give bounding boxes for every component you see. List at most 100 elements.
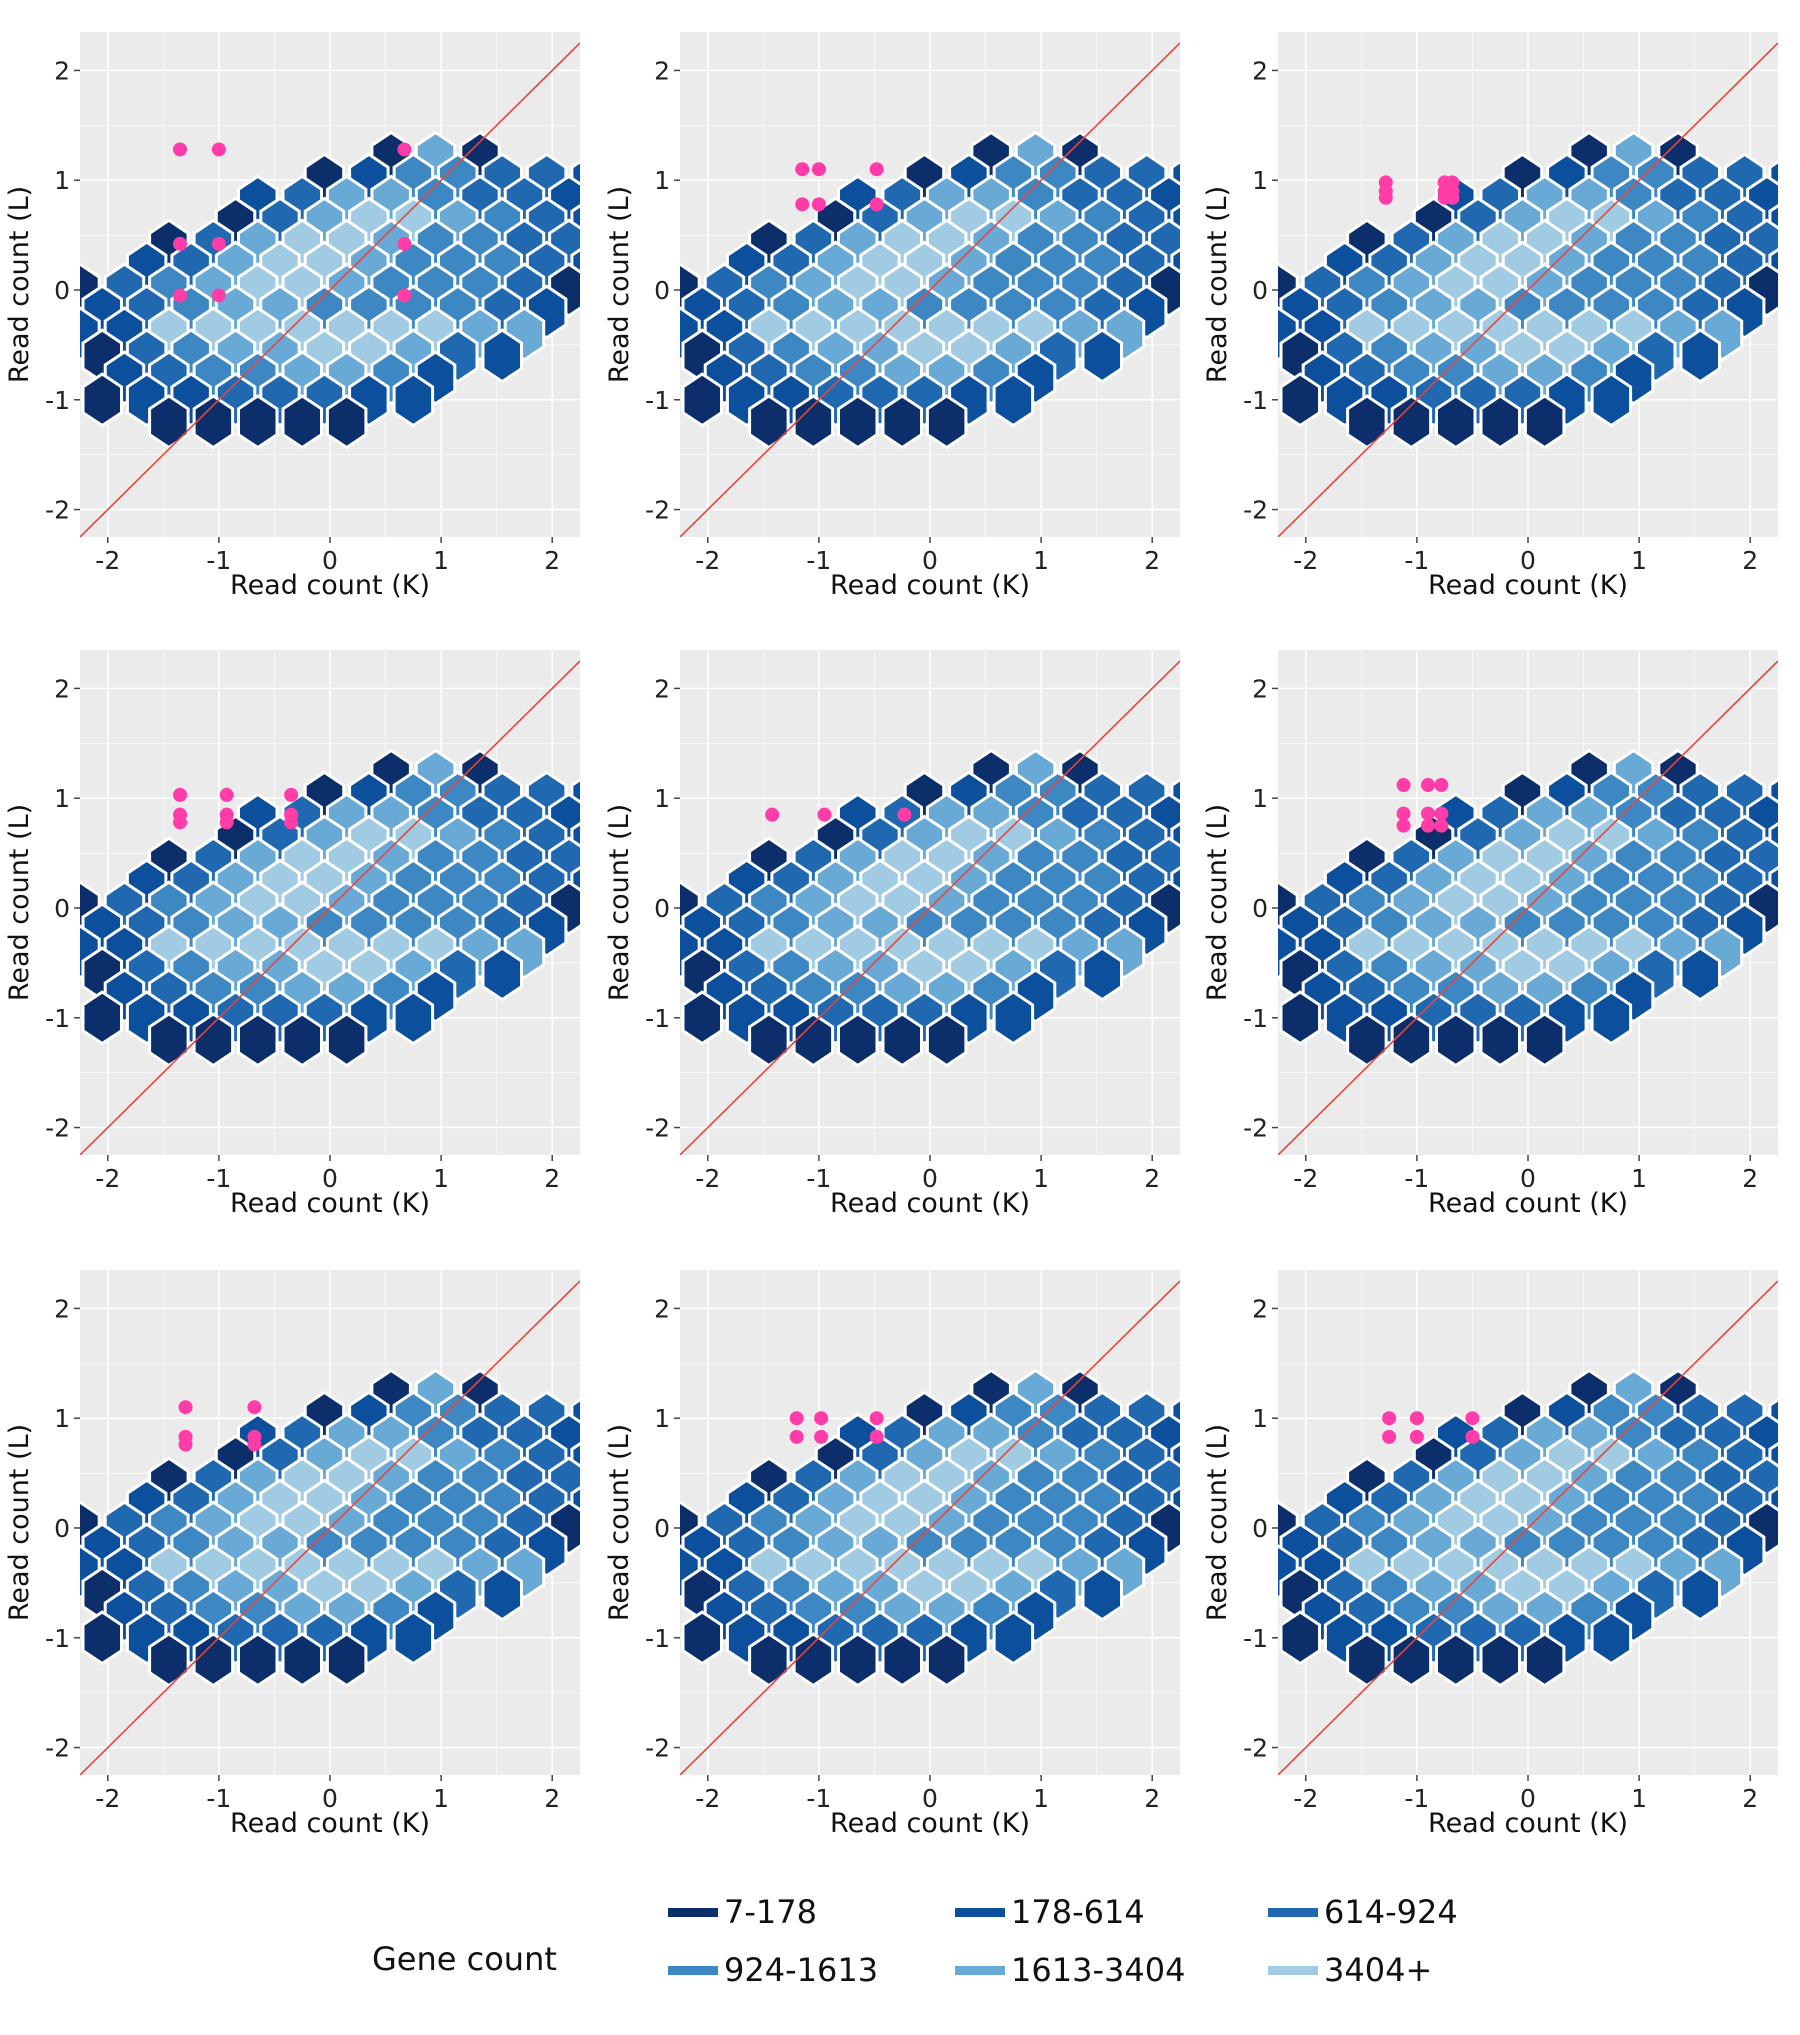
legend-item: 3404+ xyxy=(1268,1950,1432,1990)
legend-item: 7-178 xyxy=(668,1892,817,1932)
data-point xyxy=(765,807,780,822)
data-point xyxy=(178,1400,193,1415)
data-point xyxy=(1409,1429,1424,1444)
hexbin-cell xyxy=(325,1632,368,1688)
y-tick-label: 0 xyxy=(1252,276,1268,305)
data-point xyxy=(173,288,187,303)
panel: -2 -1 0 1 2 -2 -1 0 1 2 Read count (K) Read count (… xyxy=(1202,1270,1800,1839)
hexbin-cell xyxy=(681,990,723,1046)
x-axis-label: Read count (K) xyxy=(830,570,1030,601)
y-tick-label: -1 xyxy=(45,1004,70,1033)
x-tick-label: -2 xyxy=(95,546,120,575)
x-tick-label: 2 xyxy=(1742,1784,1758,1813)
x-axis-label: Read count (K) xyxy=(1428,1188,1628,1219)
y-tick-label: 1 xyxy=(54,1404,70,1433)
hexbin-cell xyxy=(1479,1012,1521,1068)
legend-swatch xyxy=(668,1907,718,1917)
y-tick-label: 2 xyxy=(654,1294,670,1323)
y-tick-label: 0 xyxy=(1252,894,1268,923)
x-tick-label: 1 xyxy=(1033,1784,1049,1813)
data-point xyxy=(173,142,187,157)
y-axis-label: Read count (L) xyxy=(1202,1424,1233,1621)
hexbin-cell xyxy=(1792,220,1800,271)
data-point xyxy=(211,142,226,157)
highlight-points xyxy=(173,142,412,303)
x-tick-label: 0 xyxy=(922,546,938,575)
hexbin-cell xyxy=(281,1632,323,1688)
data-point xyxy=(869,197,884,212)
hexbin-cell xyxy=(748,394,790,450)
x-tick-label: 0 xyxy=(1520,1784,1536,1813)
hexbin-cell xyxy=(392,372,435,428)
hexbin-cell xyxy=(392,1610,435,1666)
legend-item: 1613-3404 xyxy=(955,1950,1185,1990)
x-tick-label: 2 xyxy=(1742,1164,1758,1193)
hexbin-cell xyxy=(1081,946,1123,1002)
y-tick-label: -2 xyxy=(45,496,70,525)
legend-label: 614-924 xyxy=(1324,1893,1458,1931)
y-tick-label: -2 xyxy=(1243,1734,1268,1763)
x-tick-label: -1 xyxy=(806,1784,831,1813)
hexbin-cell xyxy=(992,990,1035,1046)
hexbin-cell xyxy=(1792,1458,1800,1510)
x-tick-label: -1 xyxy=(206,546,231,575)
x-tick-label: 2 xyxy=(544,1164,560,1193)
hexagons xyxy=(1278,748,1778,1068)
y-tick-label: 0 xyxy=(54,894,70,923)
x-tick-label: -1 xyxy=(806,546,831,575)
hexbin-cell xyxy=(325,1012,368,1068)
x-tick-label: 0 xyxy=(1520,546,1536,575)
hexbin-cell xyxy=(1390,394,1433,450)
x-tick-label: -2 xyxy=(695,1784,720,1813)
hexbin-cell xyxy=(325,394,368,450)
data-point xyxy=(397,142,412,157)
hexbin-cell xyxy=(81,1610,123,1666)
hexbin-panels-svg: -2 -1 0 1 2 -2 -1 0 1 2 Read count (K) Read count (… xyxy=(4,32,1800,1839)
hexbin-cell xyxy=(237,1632,279,1688)
x-tick-label: 0 xyxy=(922,1784,938,1813)
panel: -2 -1 0 1 2 -2 -1 0 1 2 Read count (K) Read count (… xyxy=(604,32,1180,601)
data-point xyxy=(219,815,234,830)
y-tick-label: -2 xyxy=(645,496,670,525)
data-point xyxy=(789,1411,804,1426)
data-point xyxy=(173,236,187,251)
hexagons xyxy=(80,1368,580,1688)
data-point xyxy=(1434,818,1449,833)
data-point xyxy=(219,787,234,802)
x-tick-label: 0 xyxy=(922,1164,938,1193)
y-tick-label: 2 xyxy=(1252,674,1268,703)
x-tick-label: -2 xyxy=(1293,1164,1318,1193)
x-tick-label: 1 xyxy=(1033,1164,1049,1193)
hexbin-cell xyxy=(1523,1632,1566,1688)
panel: -2 -1 0 1 2 -2 -1 0 1 2 Read count (K) Read count (… xyxy=(1202,32,1800,601)
reference-line xyxy=(1278,660,1778,1155)
y-tick-label: 0 xyxy=(654,1514,670,1543)
y-tick-label: 1 xyxy=(54,166,70,195)
x-tick-label: -1 xyxy=(1404,546,1429,575)
hexbin-cell xyxy=(1792,176,1800,228)
y-tick-label: 2 xyxy=(1252,1294,1268,1323)
x-tick-label: -2 xyxy=(1293,1784,1318,1813)
hexbin-cell xyxy=(1590,990,1633,1046)
data-point xyxy=(247,1400,262,1415)
data-point xyxy=(869,1429,884,1444)
panel: -2 -1 0 1 2 -2 -1 0 1 2 Read count (K) Read count (… xyxy=(4,1270,580,1839)
highlight-points xyxy=(1382,1411,1480,1444)
hexagons xyxy=(680,748,1180,1068)
legend-item: 178-614 xyxy=(955,1892,1145,1932)
y-tick-label: -1 xyxy=(1243,386,1268,415)
x-axis-label: Read count (K) xyxy=(230,1188,430,1219)
hexbin-cell xyxy=(1346,394,1388,450)
data-point xyxy=(247,1437,262,1452)
data-point xyxy=(811,197,826,212)
x-tick-label: -2 xyxy=(695,546,720,575)
y-tick-label: -1 xyxy=(645,1624,670,1653)
x-tick-label: 2 xyxy=(544,546,560,575)
hexbin-cell xyxy=(1081,1566,1123,1622)
highlight-points xyxy=(1396,778,1449,833)
legend-item: 924-1613 xyxy=(668,1950,878,1990)
highlight-points xyxy=(178,1400,262,1452)
data-point xyxy=(795,197,810,212)
y-axis-label: Read count (L) xyxy=(1202,186,1233,383)
y-tick-label: 2 xyxy=(54,674,70,703)
